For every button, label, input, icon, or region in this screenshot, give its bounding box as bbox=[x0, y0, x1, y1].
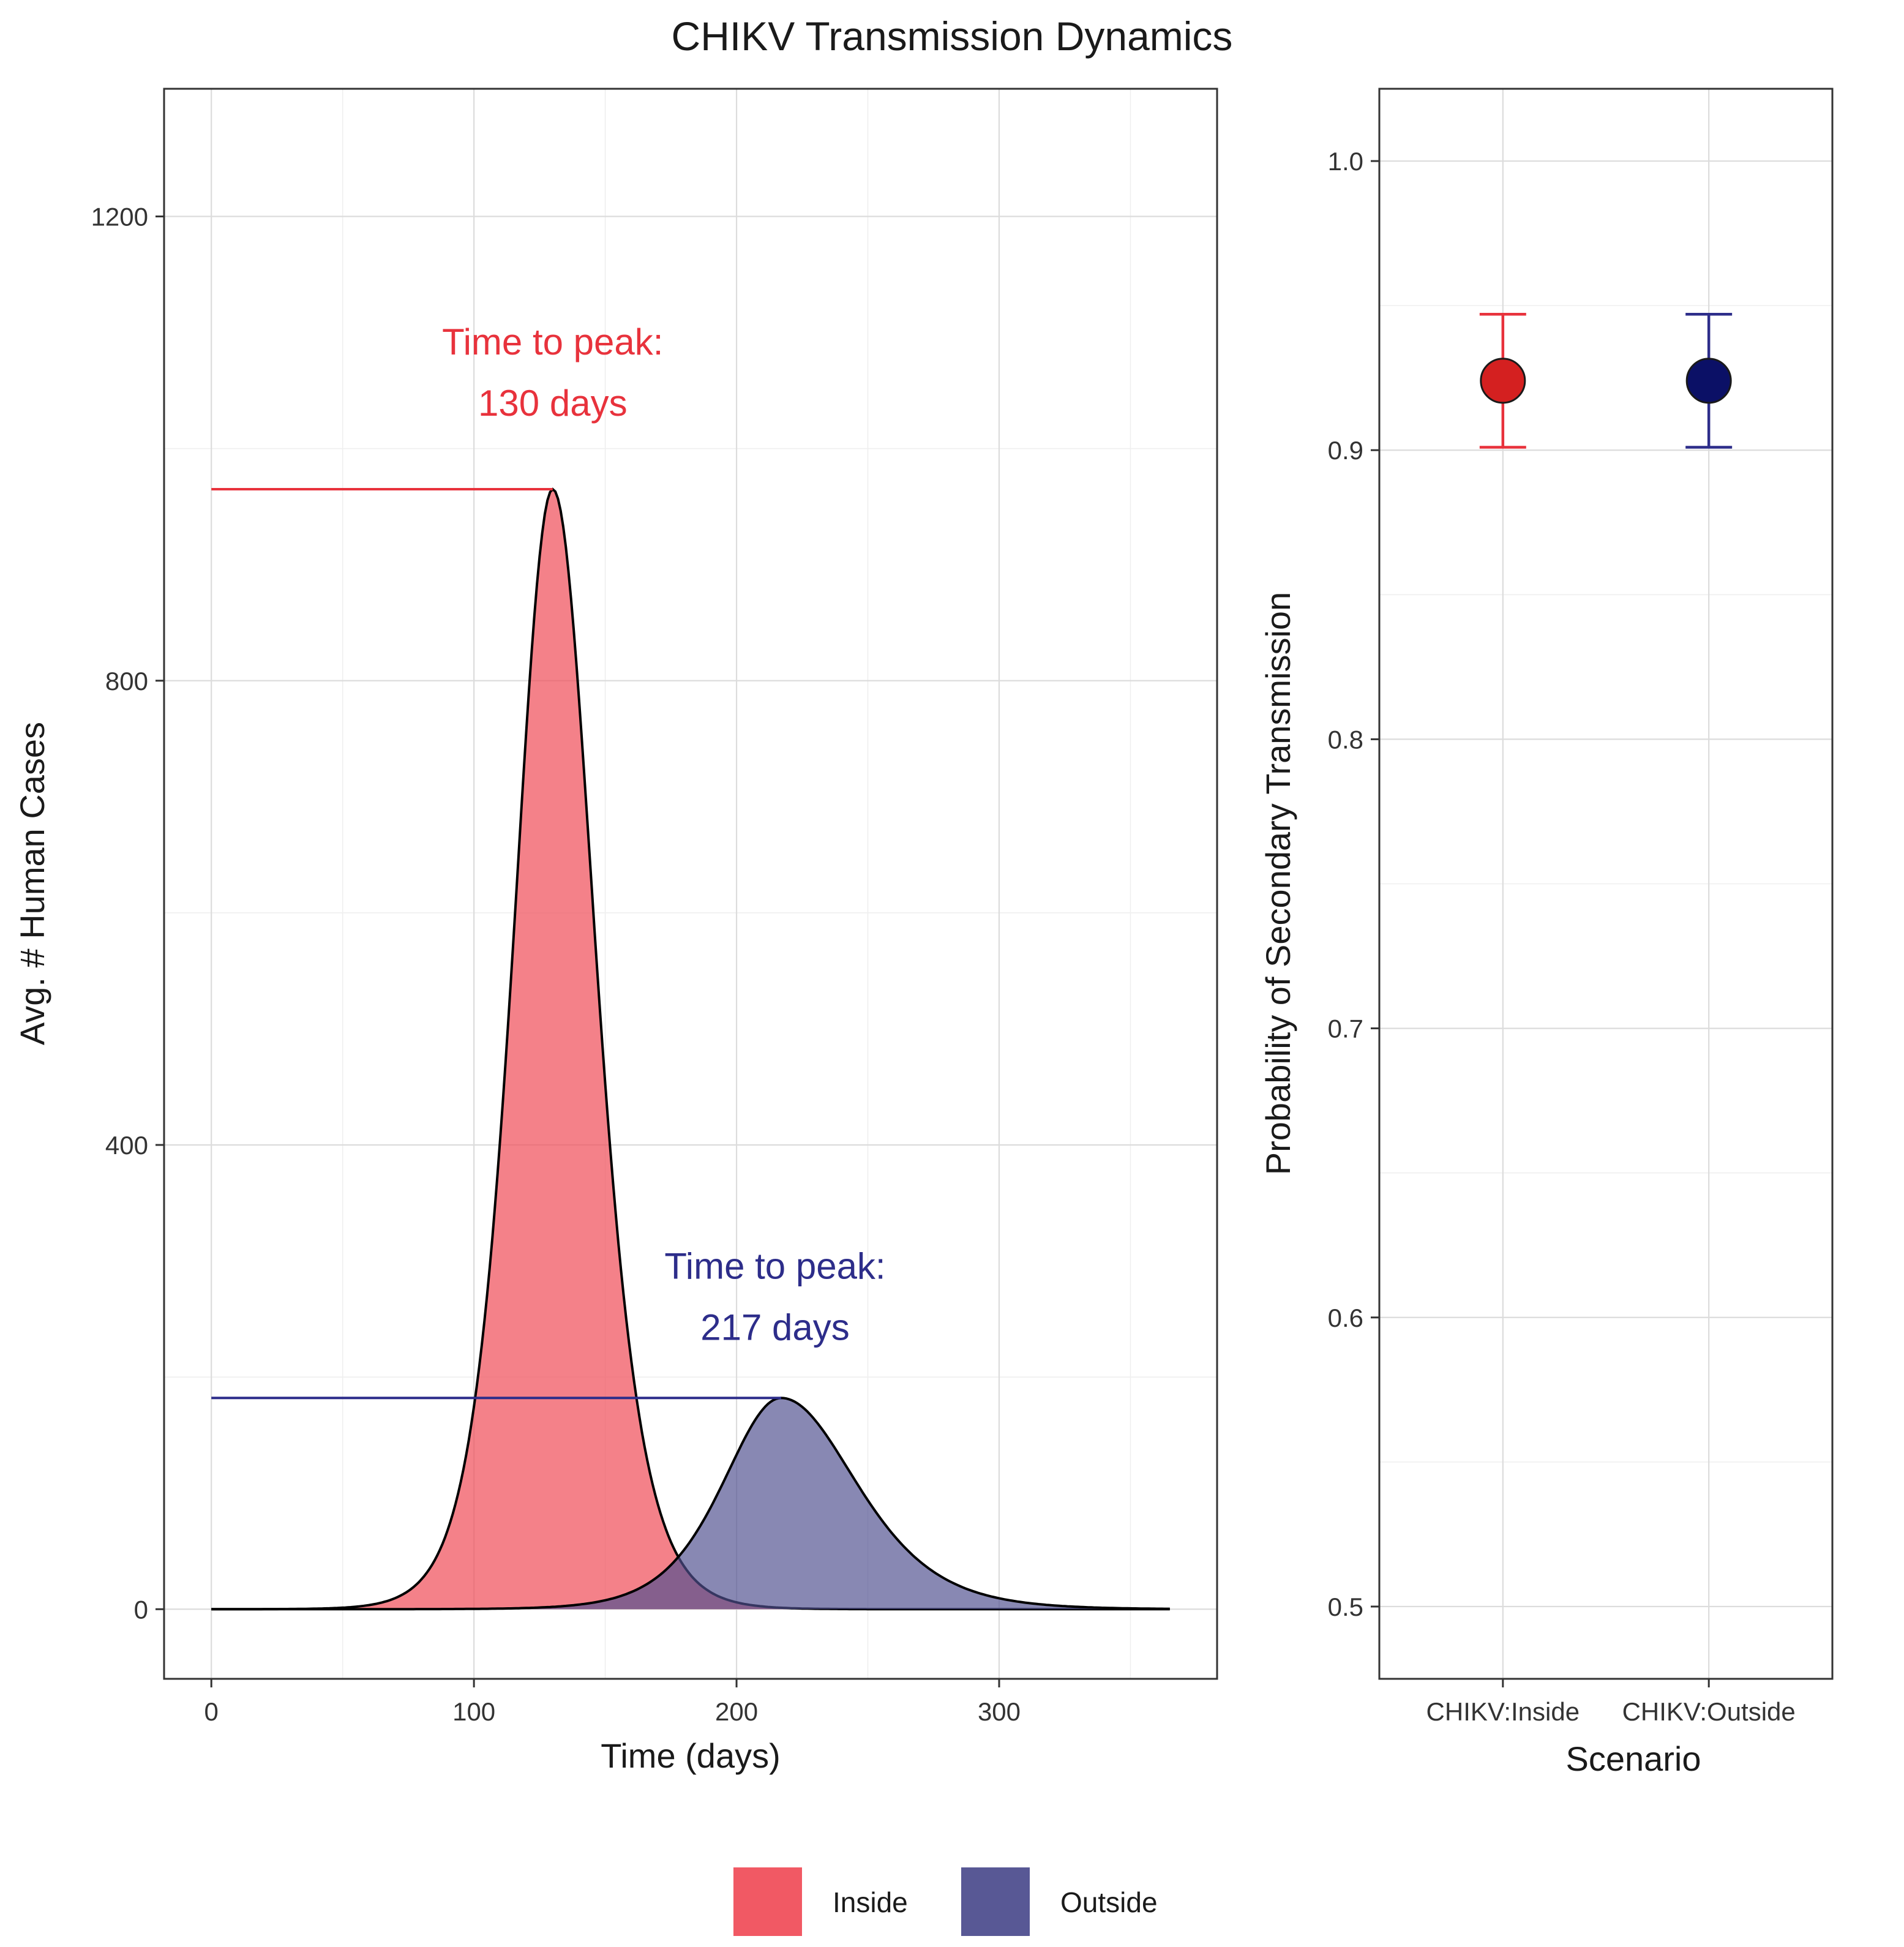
legend-label-inside: Inside bbox=[833, 1886, 908, 1918]
x-tick-label: 200 bbox=[715, 1697, 758, 1726]
left-axes: 0 100 200 300 0 400 800 1200 bbox=[91, 203, 1021, 1726]
left-series-layer bbox=[211, 487, 1170, 1611]
figure-title: CHIKV Transmission Dynamics bbox=[672, 13, 1233, 59]
x-tick-label: 100 bbox=[452, 1697, 495, 1726]
right-points-layer bbox=[1479, 313, 1733, 449]
left-annotations: Time to peak: 130 days Time to peak: 217 da… bbox=[211, 321, 886, 1400]
right-panel-frame bbox=[1378, 88, 1834, 1680]
cases-over-time-panel: Time to peak: 130 days Time to peak: 217 da… bbox=[13, 88, 1218, 1775]
peak-annotation-line2: 130 days bbox=[478, 383, 628, 424]
legend-swatch-outside bbox=[961, 1867, 1030, 1936]
data-point-outside bbox=[1685, 358, 1732, 404]
peak-annotation-line1: Time to peak: bbox=[664, 1245, 885, 1286]
x-category-label: CHIKV:Outside bbox=[1622, 1697, 1796, 1726]
y-axis-title: Avg. # Human Cases bbox=[13, 722, 51, 1045]
x-category-label: CHIKV:Inside bbox=[1426, 1697, 1580, 1726]
right-y-axis-title: Probability of Secondary Transmission bbox=[1259, 592, 1297, 1175]
y-tick-label: 800 bbox=[105, 667, 148, 696]
legend-swatch-inside bbox=[733, 1867, 802, 1936]
left-panel-frame bbox=[163, 88, 1218, 1680]
right-axes: 0.5 0.6 0.7 0.8 0.9 1.0 CHIKV:Inside CHIKV:Outs… bbox=[1328, 147, 1796, 1726]
y-tick-label: 0.8 bbox=[1328, 725, 1363, 754]
peak-annotation-line2: 217 days bbox=[700, 1307, 850, 1348]
x-axis-title: Time (days) bbox=[601, 1736, 781, 1775]
series-outline-outside bbox=[211, 1397, 1170, 1611]
y-tick-label: 0.9 bbox=[1328, 436, 1363, 465]
x-tick-label: 0 bbox=[204, 1697, 219, 1726]
legend-label-outside: Outside bbox=[1060, 1886, 1158, 1918]
x-tick-label: 300 bbox=[978, 1697, 1021, 1726]
data-point-inside bbox=[1480, 358, 1526, 404]
peak-annotation-line1: Time to peak: bbox=[442, 321, 663, 362]
y-tick-label: 400 bbox=[105, 1131, 148, 1160]
y-tick-label: 0.6 bbox=[1328, 1304, 1363, 1332]
y-tick-label: 0.7 bbox=[1328, 1015, 1363, 1043]
right-x-axis-title: Scenario bbox=[1565, 1739, 1701, 1778]
y-tick-label: 1.0 bbox=[1328, 147, 1363, 176]
y-tick-label: 1200 bbox=[91, 203, 148, 231]
y-tick-label: 0.5 bbox=[1328, 1592, 1363, 1621]
legend: Inside Outside bbox=[733, 1867, 1158, 1936]
probability-panel: 0.5 0.6 0.7 0.8 0.9 1.0 CHIKV:Inside CHIKV:Outs… bbox=[1259, 88, 1834, 1778]
y-tick-label: 0 bbox=[134, 1595, 148, 1624]
series-area-outside bbox=[211, 1398, 1170, 1610]
